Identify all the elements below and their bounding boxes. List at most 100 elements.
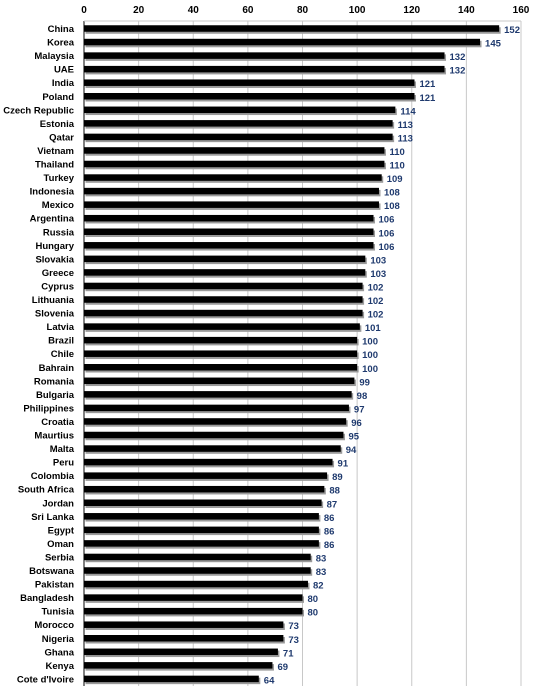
category-label: Slovenia	[35, 309, 75, 320]
category-label: Pakistan	[35, 580, 74, 591]
category-label: Croatia	[41, 417, 74, 428]
bar	[84, 594, 303, 601]
bar	[84, 445, 341, 452]
category-label: Korea	[47, 38, 75, 49]
category-label: Cyprus	[41, 281, 74, 292]
bar	[84, 472, 328, 479]
bar	[84, 458, 333, 466]
category-label: UAE	[54, 65, 74, 76]
data-label: 114	[400, 106, 416, 117]
bar	[84, 635, 284, 642]
x-tick-label: 0	[81, 5, 87, 16]
data-label: 89	[332, 472, 343, 483]
data-label: 80	[308, 594, 319, 605]
data-label: 100	[362, 350, 378, 361]
data-label: 102	[368, 296, 384, 307]
data-label: 91	[338, 459, 349, 470]
category-label: Estonia	[40, 119, 75, 130]
data-label: 99	[359, 377, 370, 388]
data-label: 103	[370, 269, 386, 280]
category-label: Malaysia	[34, 51, 74, 62]
bar	[84, 485, 325, 493]
category-label: Turkey	[44, 173, 75, 184]
bar	[84, 513, 319, 520]
bar	[84, 25, 500, 32]
data-label: 83	[316, 567, 327, 578]
category-label: South Africa	[18, 485, 75, 496]
data-label: 110	[389, 147, 404, 158]
category-label: Qatar	[49, 132, 74, 143]
category-label: Maurtius	[34, 431, 74, 442]
category-label: Bulgaria	[36, 390, 75, 401]
data-label: 100	[362, 337, 378, 348]
data-labels: 1521451321321211211141131131101101091081…	[264, 25, 520, 686]
category-label: Poland	[42, 92, 74, 103]
data-label: 95	[348, 432, 359, 443]
bar	[84, 93, 415, 100]
category-label: Czech Republic	[3, 105, 74, 116]
category-label: Sri Lanka	[31, 512, 74, 523]
bar	[84, 648, 278, 656]
category-label: Egypt	[48, 525, 75, 536]
category-label: Romania	[34, 376, 75, 387]
bar	[84, 187, 379, 195]
bar	[84, 160, 385, 168]
category-label: Nigeria	[42, 634, 75, 645]
category-label: Botswana	[29, 566, 75, 577]
data-label: 86	[324, 540, 335, 551]
category-label: Tunisia	[41, 607, 74, 618]
category-label: Jordan	[42, 498, 74, 509]
data-label: 98	[357, 391, 368, 402]
bar	[84, 621, 284, 628]
bar	[84, 255, 366, 263]
data-label: 101	[365, 323, 382, 334]
category-label: Greece	[42, 268, 74, 279]
data-label: 71	[283, 648, 294, 659]
bar	[84, 391, 352, 398]
data-label: 69	[277, 662, 288, 673]
category-label: Argentina	[30, 214, 75, 225]
data-label: 88	[329, 486, 340, 497]
bar	[84, 404, 349, 412]
category-label: Bahrain	[39, 363, 75, 374]
bar	[84, 214, 374, 222]
data-label: 73	[288, 621, 299, 632]
data-label: 87	[327, 499, 338, 510]
data-label: 94	[346, 445, 357, 456]
x-tick-label: 80	[297, 5, 309, 16]
bar	[84, 52, 445, 59]
x-tick-label: 100	[349, 5, 366, 16]
bar	[84, 323, 360, 330]
bar	[84, 228, 374, 235]
bar	[84, 553, 311, 561]
x-tick-label: 20	[133, 5, 145, 16]
data-label: 106	[379, 242, 395, 253]
category-label: Peru	[53, 458, 74, 469]
data-label: 106	[379, 215, 395, 226]
category-labels: China Korea Malaysia UAE India Poland Czech Re…	[3, 24, 75, 685]
data-label: 113	[398, 133, 413, 144]
bar	[84, 282, 363, 290]
data-label: 108	[384, 188, 400, 199]
data-label: 152	[504, 25, 520, 36]
bar	[84, 65, 445, 73]
bar	[84, 201, 379, 208]
data-label: 86	[324, 526, 335, 537]
data-label: 82	[313, 581, 324, 592]
category-label: Slovakia	[35, 254, 74, 265]
bar	[84, 567, 311, 574]
bar	[84, 350, 358, 357]
data-label: 132	[450, 66, 466, 77]
bar	[84, 242, 374, 249]
bar	[84, 675, 259, 683]
category-label: Kenya	[45, 661, 74, 672]
data-label: 100	[362, 364, 378, 375]
data-label: 96	[351, 418, 362, 429]
category-label: Cote d'Ivoire	[17, 674, 74, 685]
bar	[84, 106, 396, 114]
category-label: Serbia	[45, 552, 75, 563]
category-label: China	[48, 24, 75, 35]
category-label: Vietnam	[37, 146, 74, 157]
category-label: Morocco	[34, 620, 74, 631]
